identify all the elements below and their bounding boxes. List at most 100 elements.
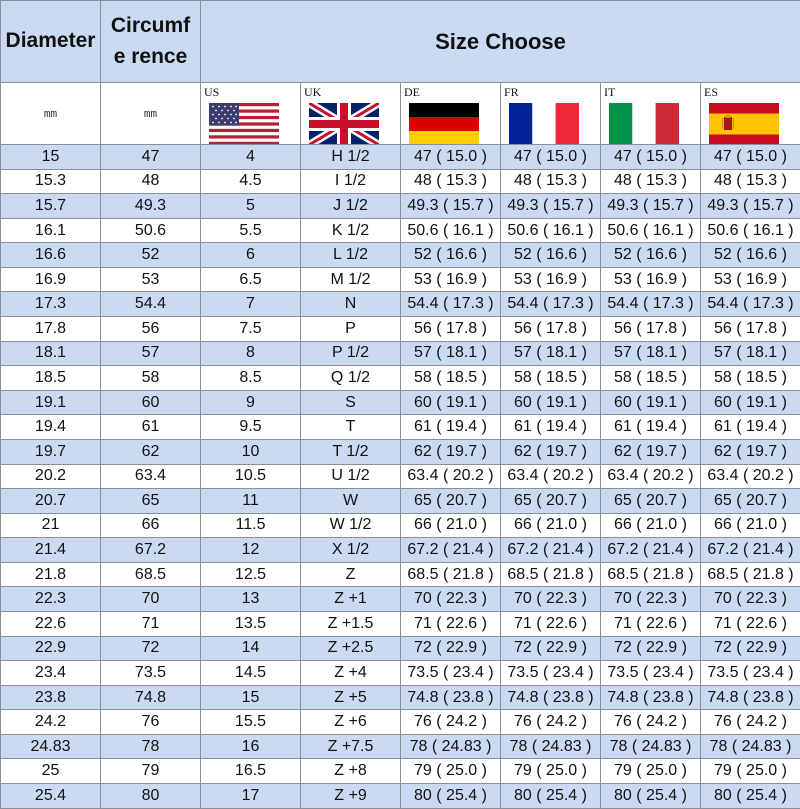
france-flag-icon xyxy=(509,103,579,145)
us-size-cell: 12.5 xyxy=(201,562,301,587)
country-de: DE xyxy=(401,83,501,145)
circumference-cell: 72 xyxy=(101,636,201,661)
diameter-cell: 15.3 xyxy=(1,169,101,194)
it-size-cell: 71 ( 22.6 ) xyxy=(601,611,701,636)
us-size-cell: 17 xyxy=(201,784,301,809)
es-size-cell: 73.5 ( 23.4 ) xyxy=(701,661,800,686)
diameter-cell: 16.1 xyxy=(1,218,101,243)
diameter-cell: 24.83 xyxy=(1,734,101,759)
fr-size-cell: 73.5 ( 23.4 ) xyxy=(501,661,601,686)
circumference-cell: 65 xyxy=(101,489,201,514)
it-size-cell: 67.2 ( 21.4 ) xyxy=(601,538,701,563)
es-size-cell: 78 ( 24.83 ) xyxy=(701,734,800,759)
circumference-cell: 56 xyxy=(101,317,201,342)
us-size-cell: 8 xyxy=(201,341,301,366)
diameter-cell: 18.1 xyxy=(1,341,101,366)
de-size-cell: 78 ( 24.83 ) xyxy=(401,734,501,759)
uk-size-cell: K 1/2 xyxy=(301,218,401,243)
us-size-cell: 13 xyxy=(201,587,301,612)
it-size-cell: 54.4 ( 17.3 ) xyxy=(601,292,701,317)
us-size-cell: 10.5 xyxy=(201,464,301,489)
us-size-cell: 16.5 xyxy=(201,759,301,784)
fr-size-cell: 53 ( 16.9 ) xyxy=(501,267,601,292)
diameter-header: Diameter xyxy=(1,1,101,83)
de-size-cell: 47 ( 15.0 ) xyxy=(401,145,501,170)
us-size-cell: 5.5 xyxy=(201,218,301,243)
it-size-cell: 53 ( 16.9 ) xyxy=(601,267,701,292)
diameter-cell: 17.8 xyxy=(1,317,101,342)
diameter-cell: 24.2 xyxy=(1,710,101,735)
uk-size-cell: Z +7.5 xyxy=(301,734,401,759)
us-size-cell: 15 xyxy=(201,685,301,710)
de-size-cell: 48 ( 15.3 ) xyxy=(401,169,501,194)
uk-size-cell: U 1/2 xyxy=(301,464,401,489)
de-size-cell: 74.8 ( 23.8 ) xyxy=(401,685,501,710)
it-size-cell: 49.3 ( 15.7 ) xyxy=(601,194,701,219)
us-flag-icon xyxy=(209,103,279,145)
it-size-cell: 66 ( 21.0 ) xyxy=(601,513,701,538)
us-size-cell: 16 xyxy=(201,734,301,759)
de-size-cell: 71 ( 22.6 ) xyxy=(401,611,501,636)
es-size-cell: 52 ( 16.6 ) xyxy=(701,243,800,268)
diameter-cell: 21.8 xyxy=(1,562,101,587)
it-size-cell: 72 ( 22.9 ) xyxy=(601,636,701,661)
country-code-fr: FR xyxy=(504,86,519,98)
country-code-it: IT xyxy=(604,86,615,98)
circumference-cell: 48 xyxy=(101,169,201,194)
fr-size-cell: 66 ( 21.0 ) xyxy=(501,513,601,538)
circumference-unit: mm xyxy=(101,83,201,145)
fr-size-cell: 65 ( 20.7 ) xyxy=(501,489,601,514)
uk-size-cell: Z +5 xyxy=(301,685,401,710)
fr-size-cell: 74.8 ( 23.8 ) xyxy=(501,685,601,710)
diameter-cell: 19.7 xyxy=(1,439,101,464)
uk-size-cell: Z +8 xyxy=(301,759,401,784)
fr-size-cell: 63.4 ( 20.2 ) xyxy=(501,464,601,489)
es-size-cell: 72 ( 22.9 ) xyxy=(701,636,800,661)
uk-size-cell: Z +1.5 xyxy=(301,611,401,636)
de-size-cell: 80 ( 25.4 ) xyxy=(401,784,501,809)
fr-size-cell: 79 ( 25.0 ) xyxy=(501,759,601,784)
es-size-cell: 48 ( 15.3 ) xyxy=(701,169,800,194)
circumference-cell: 68.5 xyxy=(101,562,201,587)
diameter-cell: 15.7 xyxy=(1,194,101,219)
us-size-cell: 7 xyxy=(201,292,301,317)
circumference-cell: 71 xyxy=(101,611,201,636)
us-size-cell: 14 xyxy=(201,636,301,661)
uk-size-cell: Z +1 xyxy=(301,587,401,612)
diameter-cell: 20.7 xyxy=(1,489,101,514)
circumference-cell: 60 xyxy=(101,390,201,415)
de-size-cell: 76 ( 24.2 ) xyxy=(401,710,501,735)
diameter-cell: 19.4 xyxy=(1,415,101,440)
es-size-cell: 66 ( 21.0 ) xyxy=(701,513,800,538)
us-size-cell: 10 xyxy=(201,439,301,464)
diameter-cell: 23.4 xyxy=(1,661,101,686)
fr-size-cell: 70 ( 22.3 ) xyxy=(501,587,601,612)
de-size-cell: 67.2 ( 21.4 ) xyxy=(401,538,501,563)
fr-size-cell: 71 ( 22.6 ) xyxy=(501,611,601,636)
country-it: IT xyxy=(601,83,701,145)
country-es: ES xyxy=(701,83,800,145)
us-size-cell: 8.5 xyxy=(201,366,301,391)
uk-size-cell: P xyxy=(301,317,401,342)
it-size-cell: 63.4 ( 20.2 ) xyxy=(601,464,701,489)
uk-flag-icon xyxy=(309,103,379,145)
diameter-cell: 16.6 xyxy=(1,243,101,268)
de-size-cell: 70 ( 22.3 ) xyxy=(401,587,501,612)
es-size-cell: 71 ( 22.6 ) xyxy=(701,611,800,636)
uk-size-cell: Z +6 xyxy=(301,710,401,735)
us-size-cell: 15.5 xyxy=(201,710,301,735)
es-size-cell: 70 ( 22.3 ) xyxy=(701,587,800,612)
diameter-cell: 21.4 xyxy=(1,538,101,563)
it-size-cell: 62 ( 19.7 ) xyxy=(601,439,701,464)
circumference-cell: 80 xyxy=(101,784,201,809)
diameter-cell: 21 xyxy=(1,513,101,538)
